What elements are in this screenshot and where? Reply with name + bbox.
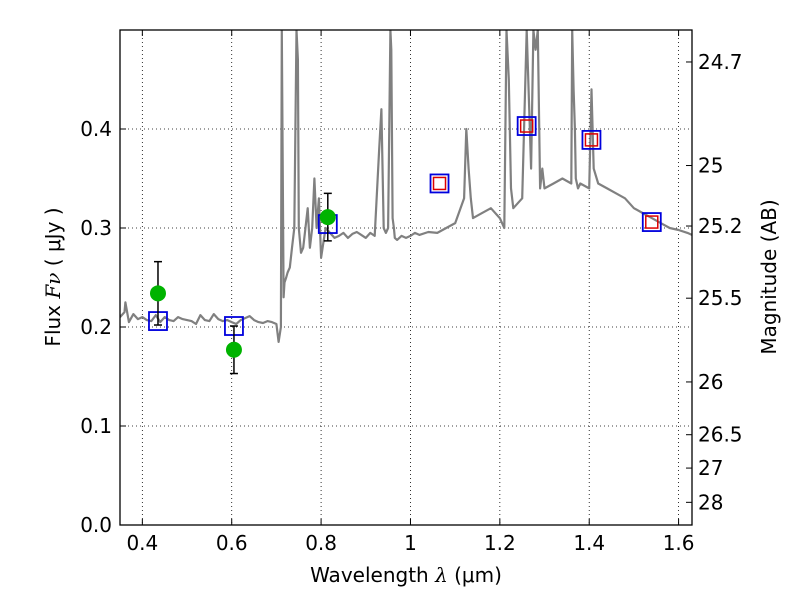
y2-tick-label: 27 (698, 456, 723, 480)
x-tick-label: 0.4 (126, 531, 158, 555)
observed-photometry-square (584, 133, 599, 147)
observed-photometry-point (149, 285, 166, 302)
y-axis-label: Flux Fν ( μJy ) (41, 207, 65, 346)
x-tick-label: 1.6 (663, 531, 695, 555)
plot-background (120, 30, 692, 525)
y2-axis-label: Magnitude (AB) (757, 199, 781, 354)
model-photometry-point (516, 116, 537, 136)
x-tick-label: 0.6 (216, 531, 248, 555)
y2-tick-label: 25 (698, 154, 723, 178)
x-axis-label: Wavelength λ (μm) (310, 563, 502, 587)
observed-photometry-square (645, 215, 659, 229)
y-tick-label: 0.1 (80, 414, 112, 438)
marker-layer (148, 116, 662, 375)
spectrum-layer (120, 30, 692, 343)
model-photometry-point (429, 173, 450, 194)
observed-photometry-point (225, 341, 242, 358)
x-axis: 0.4 0.6 0.8 1 1.2 1.4 1.6 (126, 30, 695, 555)
y2-tick-label: 25.2 (698, 214, 743, 238)
observed-photometry-point (319, 209, 336, 226)
y2-tick-label: 24.7 (698, 50, 743, 74)
y-axis: 0.0 0.1 0.2 0.3 0.4 (80, 117, 126, 537)
y-tick-label: 0.4 (80, 117, 112, 141)
observed-photometry-square (519, 119, 534, 133)
x-tick-label: 1 (404, 531, 417, 555)
spectrum-line (120, 30, 692, 343)
y-tick-label: 0.2 (80, 315, 112, 339)
plot-frame (119, 29, 693, 526)
x-tick-label: 1.4 (573, 531, 605, 555)
y2-tick-label: 25.5 (698, 286, 743, 310)
y2-tick-label: 26 (698, 370, 723, 394)
observed-photometry-square (432, 176, 447, 191)
x-tick-label: 0.8 (305, 531, 337, 555)
y-tick-label: 0.0 (80, 513, 112, 537)
y2-axis-magnitude: 24.7 25 25.2 25.5 26 26.5 27 28 (686, 50, 743, 514)
model-photometry-point (581, 129, 602, 150)
x-tick-label: 1.2 (484, 531, 516, 555)
model-photometry-point (641, 212, 662, 232)
y2-tick-label: 26.5 (698, 423, 743, 447)
y-tick-label: 0.3 (80, 216, 112, 240)
y2-tick-label: 28 (698, 490, 723, 514)
